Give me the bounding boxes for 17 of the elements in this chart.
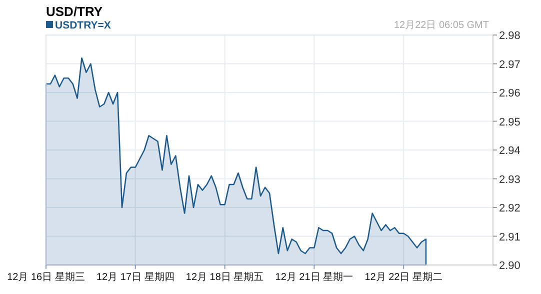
y-tick-label: 2.92: [499, 202, 520, 214]
legend-label: USDTRY=X: [55, 20, 111, 32]
y-tick-label: 2.98: [499, 30, 520, 42]
y-tick-label: 2.91: [499, 231, 520, 244]
text: 12月22日 06:05 GMT: [394, 20, 489, 31]
y-tick-label: 2.96: [499, 88, 520, 100]
y-tick-label: 2.95: [499, 116, 520, 128]
chart-title: USD/TRY: [46, 4, 103, 19]
y-tick-label: 2.93: [499, 174, 520, 186]
x-tick-label: 12月 16日 星期三: [7, 271, 85, 283]
x-tick-label: 12月 21日 星期一: [275, 271, 354, 283]
x-tick-label: 12月 22日 星期二: [364, 271, 443, 283]
x-tick-label: 12月 18日 星期五: [186, 271, 264, 283]
x-tick-label: 12月 17日 星期四: [96, 271, 174, 283]
y-tick-label: 2.97: [499, 58, 520, 71]
y-tick-label: 2.94: [499, 145, 520, 157]
y-tick-label: 2.90: [499, 260, 520, 272]
